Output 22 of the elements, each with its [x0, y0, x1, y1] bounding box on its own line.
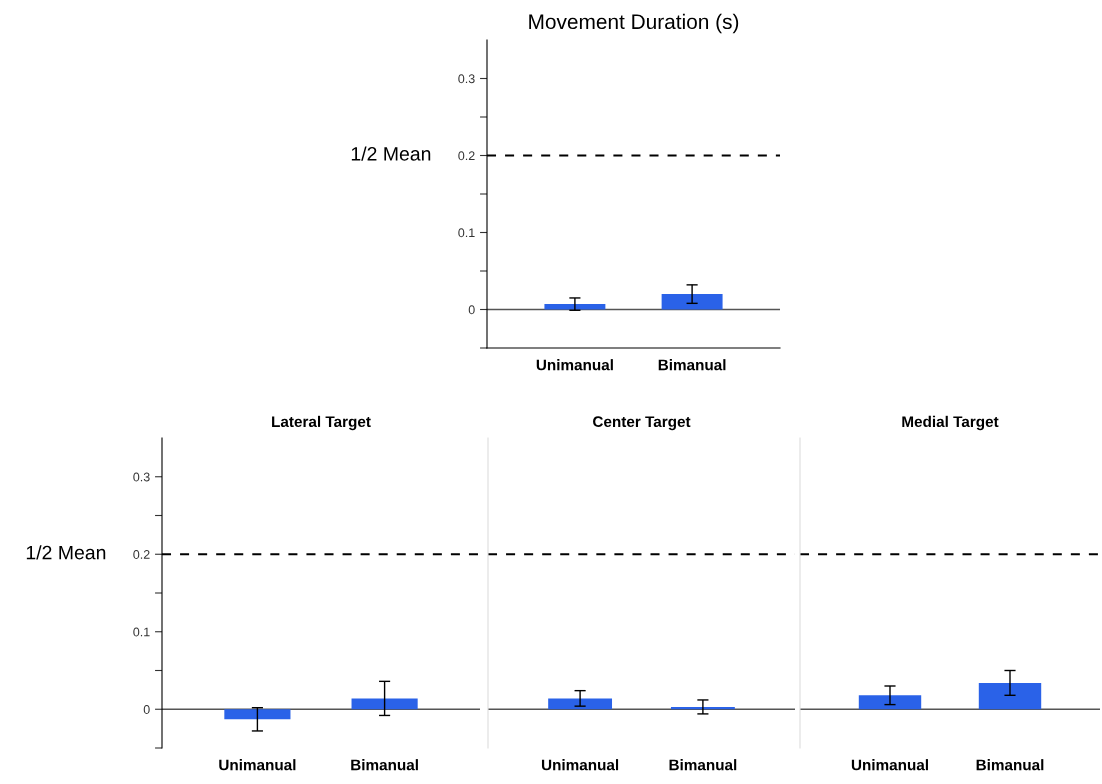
y-tick-label: 0.3 [133, 472, 150, 482]
x-tick-label: Bimanual [669, 759, 737, 771]
x-tick-label: Unimanual [541, 759, 619, 771]
y-tick-label: 0.3 [458, 74, 475, 84]
x-tick-label: Unimanual [219, 759, 296, 771]
chart-title: Medial Target [902, 415, 999, 431]
chart-title: Center Target [593, 416, 691, 431]
x-tick-label: Bimanual [976, 759, 1044, 771]
ref-line-label: 1/2 Mean [26, 545, 106, 560]
y-tick-label: 0 [143, 705, 150, 714]
x-tick-label: Unimanual [536, 359, 613, 371]
chart-title: Movement Duration (s) [529, 13, 739, 34]
x-tick-label: Bimanual [351, 759, 418, 771]
y-tick-label: 0.2 [133, 550, 150, 559]
y-tick-label: 0.1 [458, 228, 475, 238]
x-tick-label: Unimanual [851, 759, 928, 771]
y-tick-label: 0 [468, 305, 475, 315]
ref-line-label: 1/2 Mean [351, 146, 431, 161]
y-tick-label: 0.2 [458, 151, 475, 161]
x-tick-label: Bimanual [658, 359, 726, 371]
y-tick-label: 0.1 [133, 627, 150, 637]
chart-title: Lateral Target [272, 415, 371, 431]
